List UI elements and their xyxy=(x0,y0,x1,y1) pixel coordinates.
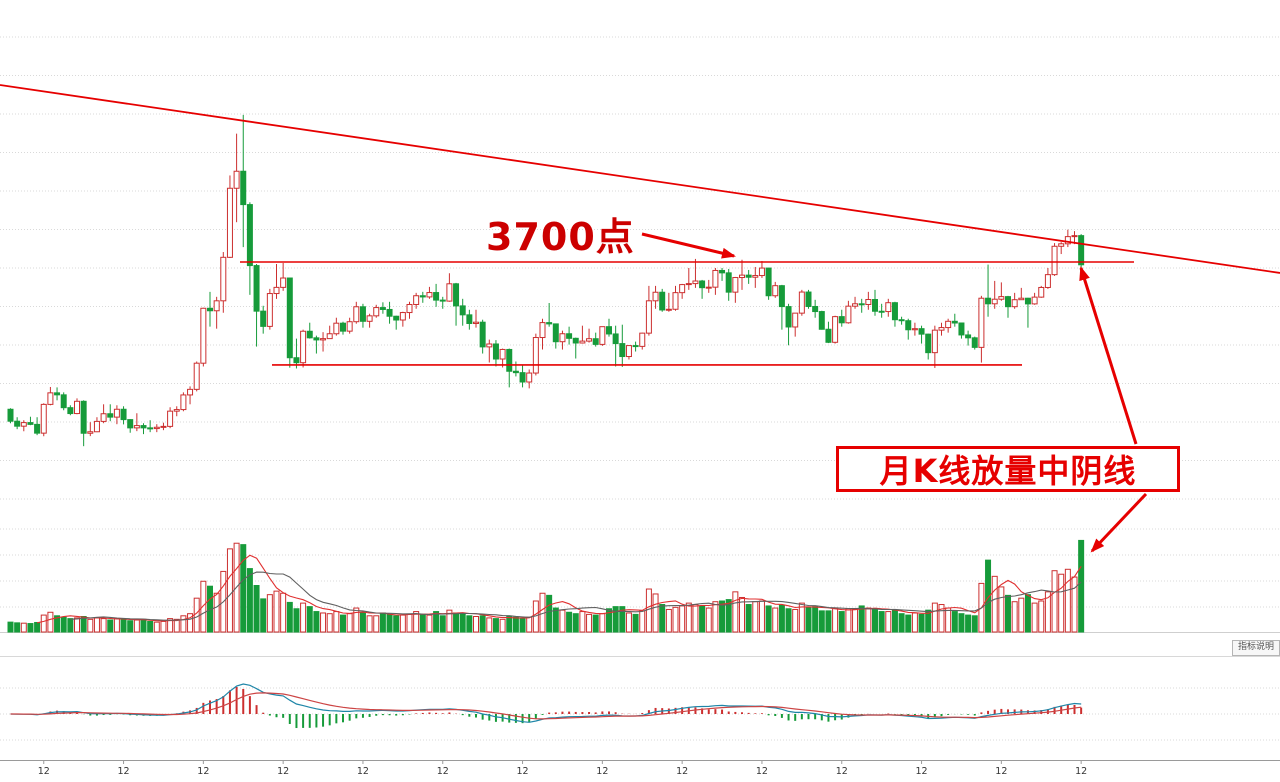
price-level-annotation: 3700点 xyxy=(486,215,635,259)
annotation-arrows xyxy=(641,232,1148,553)
macd-group xyxy=(10,683,1083,729)
candle-arrow xyxy=(1079,266,1138,445)
indicator-help-button[interactable]: 指标说明 xyxy=(1231,640,1280,656)
svg-text:12: 12 xyxy=(437,766,449,777)
svg-text:12: 12 xyxy=(517,766,529,777)
svg-text:12: 12 xyxy=(916,766,928,777)
note-annotation-text: 月K线放量中阴线 xyxy=(879,452,1137,490)
descending-trendline xyxy=(0,84,1280,274)
svg-text:12: 12 xyxy=(38,766,50,777)
svg-text:12: 12 xyxy=(836,766,848,777)
svg-text:12: 12 xyxy=(676,766,688,777)
svg-text:12: 12 xyxy=(596,766,608,777)
grid xyxy=(0,36,1280,741)
candles-group xyxy=(7,114,1085,447)
drawn-lines-group xyxy=(0,84,1280,366)
volume-bars-group xyxy=(7,539,1085,633)
x-axis-labels: 12 12 12 12 12 12 12 12 12 12 12 12 12 12 xyxy=(38,760,1087,777)
volume-arrow xyxy=(1090,492,1148,553)
svg-text:12: 12 xyxy=(995,766,1007,777)
svg-text:12: 12 xyxy=(1075,766,1087,777)
svg-text:12: 12 xyxy=(118,766,130,777)
note-annotation-box: 月K线放量中阴线 xyxy=(836,446,1180,492)
svg-text:12: 12 xyxy=(197,766,209,777)
svg-text:12: 12 xyxy=(277,766,289,777)
pane-separators xyxy=(0,632,1280,761)
volume-ma-lines xyxy=(36,554,1082,624)
level-arrow xyxy=(641,232,736,259)
svg-text:12: 12 xyxy=(357,766,369,777)
svg-text:12: 12 xyxy=(756,766,768,777)
